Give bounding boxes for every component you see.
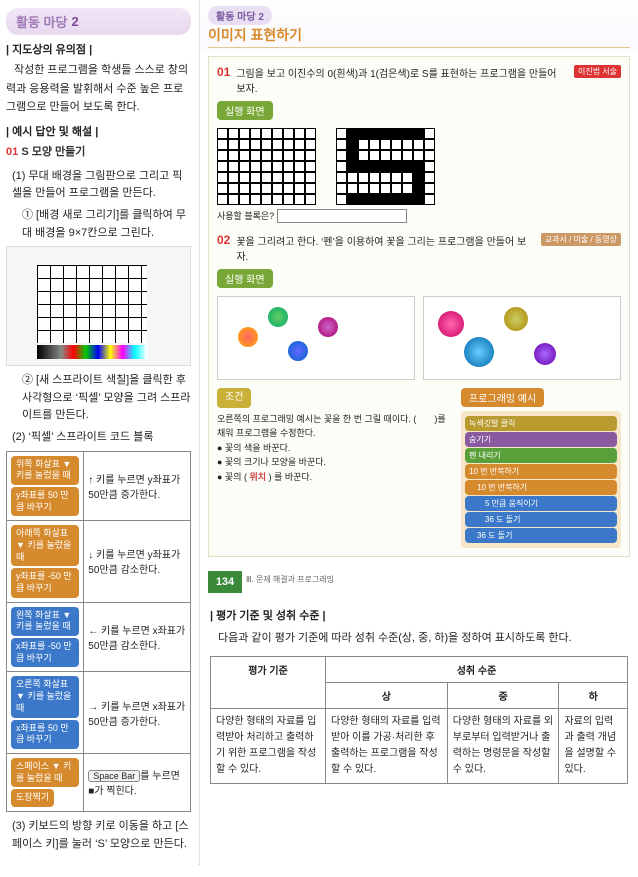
step-3: (3) 키보드의 방향 키로 이동을 하고 [스페이스 키]를 눌러 ‘S’ 모… <box>6 818 191 853</box>
step-1: (1) 무대 배경을 그림판으로 그리고 픽셀을 만들어 프로그램을 만든다. <box>6 168 191 203</box>
left-madang-header: 활동 마당 2 <box>6 8 191 35</box>
example-header: 프로그래밍 예시 <box>461 388 544 407</box>
page-number: 134 <box>208 571 242 593</box>
grid-s-shape <box>336 128 435 205</box>
th-level: 성취 수준 <box>326 656 628 682</box>
right-madang-chip: 활동 마당 2 <box>208 6 272 25</box>
sil-label-1: 실행 화면 <box>217 101 273 120</box>
eval-heading: | 평가 기준 및 성취 수준 | <box>210 607 628 623</box>
example-box: 프로그래밍 예시 녹색깃발 클릭숨기기펜 내리기10 번 반복하기 10 번 반… <box>461 386 621 548</box>
lv-mid: 중 <box>447 682 559 708</box>
answer-heading: | 예시 답안 및 해설 | <box>6 123 191 139</box>
guide-text: 작성한 프로그램을 학생들 스스로 창의력과 응용력을 발휘해서 수준 높은 프… <box>6 61 191 117</box>
editor-grid <box>37 265 147 343</box>
blocks-table: 위쪽 화살표 ▼ 키를 눌렀을 때y좌표를 50 만큼 바꾸기↑ 키를 누르면 … <box>6 451 191 812</box>
s-shape-title: 01 S 모양 만들기 <box>6 143 191 162</box>
q1-num: 01 <box>217 65 230 79</box>
step-2: (2) ‘픽셀’ 스프라이트 코드 블록 <box>6 429 191 447</box>
pixel-grids <box>217 128 621 205</box>
eval-intro: 다음과 같이 평가 기준에 따라 성취 수준(상, 중, 하)을 정하여 표시하… <box>210 629 628 648</box>
eval-table: 평가 기준 성취 수준 상 중 하 다양한 형태의 자료를 입력받아 처리하고 … <box>210 656 628 784</box>
scratch-script: 녹색깃발 클릭숨기기펜 내리기10 번 반복하기 10 번 반복하기 5 만큼 … <box>461 411 621 548</box>
page-caption: Ⅲ. 문제 해결과 프로그래밍 <box>246 574 334 585</box>
editor-palette <box>37 345 147 359</box>
condition-box: 조건 오른쪽의 프로그래밍 예시는 꽃을 한 번 그릴 때이다. ( )를 채워… <box>217 386 453 548</box>
sil-label-2: 실행 화면 <box>217 269 273 288</box>
q1-badge: 이진법 서술 <box>574 65 621 78</box>
lv-low-cell: 자료의 입력과 출력 개념을 설명할 수 있다. <box>559 708 628 783</box>
step-1b: ② [새 스프라이트 색칠]을 클릭한 후 사각형으로 ‘픽셀’ 모양을 그려 … <box>6 372 191 425</box>
q2-num: 02 <box>217 233 230 247</box>
lv-high: 상 <box>326 682 448 708</box>
lv-high-cell: 다양한 형태의 자료를 입력받아 이를 가공·처리한 후 출력하는 프로그램을 … <box>326 708 448 783</box>
cond-header: 조건 <box>217 388 251 408</box>
s-title: S 모양 만들기 <box>21 146 85 158</box>
madang-num: 2 <box>71 14 78 29</box>
guide-heading: | 지도상의 유의점 | <box>6 41 191 57</box>
lv-low: 하 <box>559 682 628 708</box>
editor-mock <box>6 246 191 366</box>
q1-text: 그림을 보고 이진수의 0(흰색)과 1(검은색)로 S를 표현하는 프로그램을… <box>236 65 568 95</box>
q2-text: 꽃을 그리려고 한다. ‘펜’을 이용하여 꽃을 그리는 프로그램을 만들어 보… <box>236 233 534 263</box>
lv-mid-cell: 다양한 형태의 자료를 외부로부터 입력받거나 출력하는 명령문을 작성할 수 … <box>447 708 559 783</box>
step-1a: ① [배경 새로 그리기]를 클릭하여 무대 배경을 9×7칸으로 그린다. <box>6 207 191 242</box>
used-label: 사용할 블록은? <box>217 211 274 221</box>
madang-label: 활동 마당 <box>16 12 67 31</box>
th-criteria: 평가 기준 <box>211 656 326 708</box>
textbook-page: 01 그림을 보고 이진수의 0(흰색)과 1(검은색)로 S를 표현하는 프로… <box>208 56 630 557</box>
flower-box-2 <box>423 296 621 380</box>
q2-badge: 교과서 / 미술 / 동영상 <box>541 233 621 246</box>
grid-blank <box>217 128 316 205</box>
crit-cell: 다양한 형태의 자료를 입력받아 처리하고 출력하기 위한 프로그램을 작성할 … <box>211 708 326 783</box>
s-num: 01 <box>6 146 18 158</box>
right-title: 이미지 표현하기 <box>208 25 630 48</box>
flower-box-1 <box>217 296 415 380</box>
used-blocks-row: 사용할 블록은? <box>217 209 621 223</box>
flower-row <box>217 296 621 380</box>
used-input[interactable] <box>277 209 407 223</box>
